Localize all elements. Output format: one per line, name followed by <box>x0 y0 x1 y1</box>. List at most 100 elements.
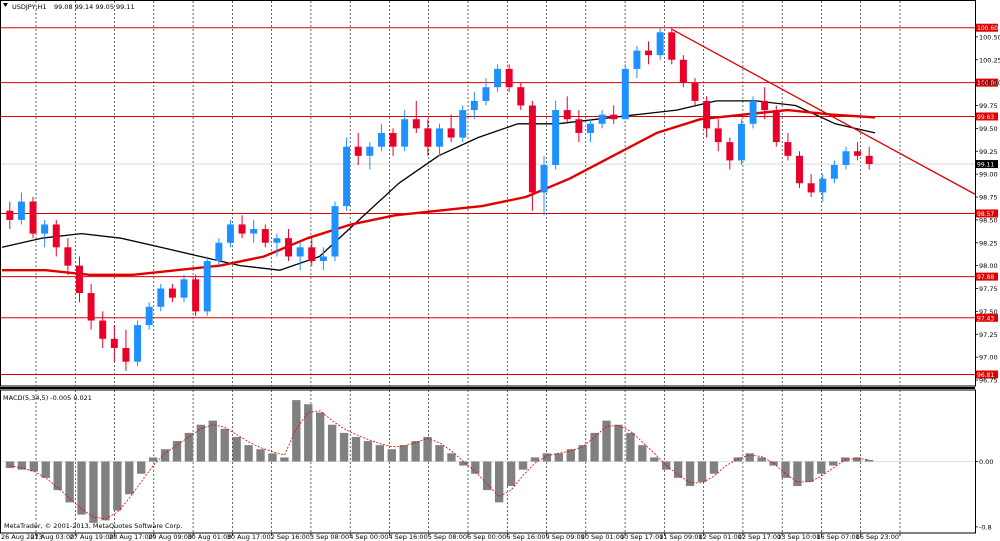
level-tag <box>976 272 998 281</box>
candle-body <box>598 114 606 124</box>
time-tick-label: 12 Sep 01:00 <box>699 533 742 541</box>
candle-body <box>517 87 525 106</box>
candle-body <box>87 293 95 321</box>
candle-body <box>366 146 374 156</box>
level-label: 97.43 <box>977 315 994 322</box>
candle-body <box>401 119 409 147</box>
candle-body <box>575 119 583 133</box>
candle-body <box>261 229 269 243</box>
candle-body <box>203 261 211 312</box>
price-tick-label: 100.25 <box>979 56 1000 64</box>
time-tick-label: 29 Aug 09:00 <box>148 533 192 541</box>
candle-body <box>482 87 490 101</box>
candle-body <box>52 224 60 248</box>
candle-body <box>691 82 699 101</box>
candle-body <box>842 151 850 165</box>
time-tick-label: 4 Sep 16:00 <box>388 533 427 541</box>
price-tick-label: 97.50 <box>979 308 998 316</box>
symbol-title: USDJPY,H1 <box>12 3 47 11</box>
candle-body <box>737 123 745 161</box>
candle-body <box>552 110 560 165</box>
sma-red-line <box>2 108 876 276</box>
level-tag <box>976 209 998 218</box>
horizontal-levels: 100.60 100.00 99.63 98.57 97.88 97.43 96.81 99.… <box>0 23 998 379</box>
price-panel-frame <box>0 0 976 387</box>
time-tick-label: 2 Sep 16:00 <box>271 533 310 541</box>
price-tick-label: 100.50 <box>979 33 1000 41</box>
candle-body <box>645 50 653 56</box>
time-tick-label: 26 Aug 2013 <box>1 533 43 541</box>
candle-body <box>865 155 873 165</box>
candle-body <box>749 100 757 124</box>
candle-body <box>17 201 25 220</box>
candle-body <box>64 247 72 266</box>
triangle-down-icon[interactable] <box>3 3 8 7</box>
time-tick-label: 13 Sep 10:00 <box>777 533 820 541</box>
level-tag <box>976 78 998 87</box>
macd-panel: 0.00 -0.8 <box>0 400 993 531</box>
candle-body <box>110 338 118 348</box>
price-tick-label: 99.00 <box>979 171 998 179</box>
time-tick-label: 16 Sep 23:00 <box>856 533 899 541</box>
candle-body <box>215 242 223 262</box>
candle-body <box>122 347 130 362</box>
candle-body <box>145 306 153 326</box>
candle-body <box>319 256 327 262</box>
candle-body <box>668 32 676 60</box>
price-tick-label: 98.00 <box>979 262 998 270</box>
time-tick-label: 27 Aug 19:00 <box>70 533 114 541</box>
macd-panel-frame <box>0 389 976 534</box>
candle-body <box>343 146 351 207</box>
level-tag <box>976 370 998 379</box>
candle-body <box>285 238 293 257</box>
candle-body <box>157 288 165 307</box>
candle-body <box>436 128 443 147</box>
candle-body <box>412 119 420 129</box>
time-tick-label: 3 Sep 08:00 <box>310 533 349 541</box>
copyright-text: MetaTrader, © 2001-2013, MetaQuotes Soft… <box>4 522 182 530</box>
candle-body <box>76 265 83 294</box>
candle-body <box>563 110 571 120</box>
candle-body <box>807 183 815 193</box>
time-tick-label: 27 Aug 03:00 <box>30 533 74 541</box>
time-tick-label: 16 Sep 07:00 <box>816 533 859 541</box>
candle-body <box>192 279 200 312</box>
trendline-group[interactable] <box>672 28 976 195</box>
candle-body <box>470 100 478 111</box>
price-tick-label: 97.00 <box>979 354 998 362</box>
price-tick-label: 98.75 <box>979 194 998 202</box>
time-tick-label: 9 Sep 09:00 <box>546 533 585 541</box>
price-tick-label: 97.75 <box>979 285 998 293</box>
current-price-tag <box>976 160 998 169</box>
candle-body <box>772 110 780 143</box>
candle-body <box>354 146 362 156</box>
time-tick-label: 10 Sep 01:00 <box>581 533 624 541</box>
time-tick-label: 10 Sep 17:00 <box>620 533 663 541</box>
candle-body <box>41 224 49 234</box>
candle-body <box>761 100 769 111</box>
candle-body <box>494 68 502 88</box>
time-tick-label: 11 Sep 09:00 <box>659 533 702 541</box>
time-tick-label: 6 Sep 16:00 <box>506 533 545 541</box>
time-tick-label: 30 Aug 17:00 <box>227 533 271 541</box>
candle-body <box>308 247 316 262</box>
macd-signal-line <box>9 410 870 520</box>
macd-tick-label: 0.00 <box>979 458 993 466</box>
macd-tick-label: -0.8 <box>979 523 992 531</box>
moving-averages <box>1 100 876 276</box>
trendline[interactable] <box>672 28 976 195</box>
time-tick-label: 28 Aug 17:00 <box>109 533 153 541</box>
candle-body <box>610 114 618 120</box>
candle-body <box>226 224 234 243</box>
level-label: 99.63 <box>977 114 994 121</box>
price-tick-label: 99.50 <box>979 125 998 133</box>
price-tick-label: 100.00 <box>979 79 1000 87</box>
price-tick-label: 99.25 <box>979 148 998 156</box>
candle-body <box>99 320 107 339</box>
candle-body <box>784 142 792 156</box>
candle-body <box>656 32 664 56</box>
